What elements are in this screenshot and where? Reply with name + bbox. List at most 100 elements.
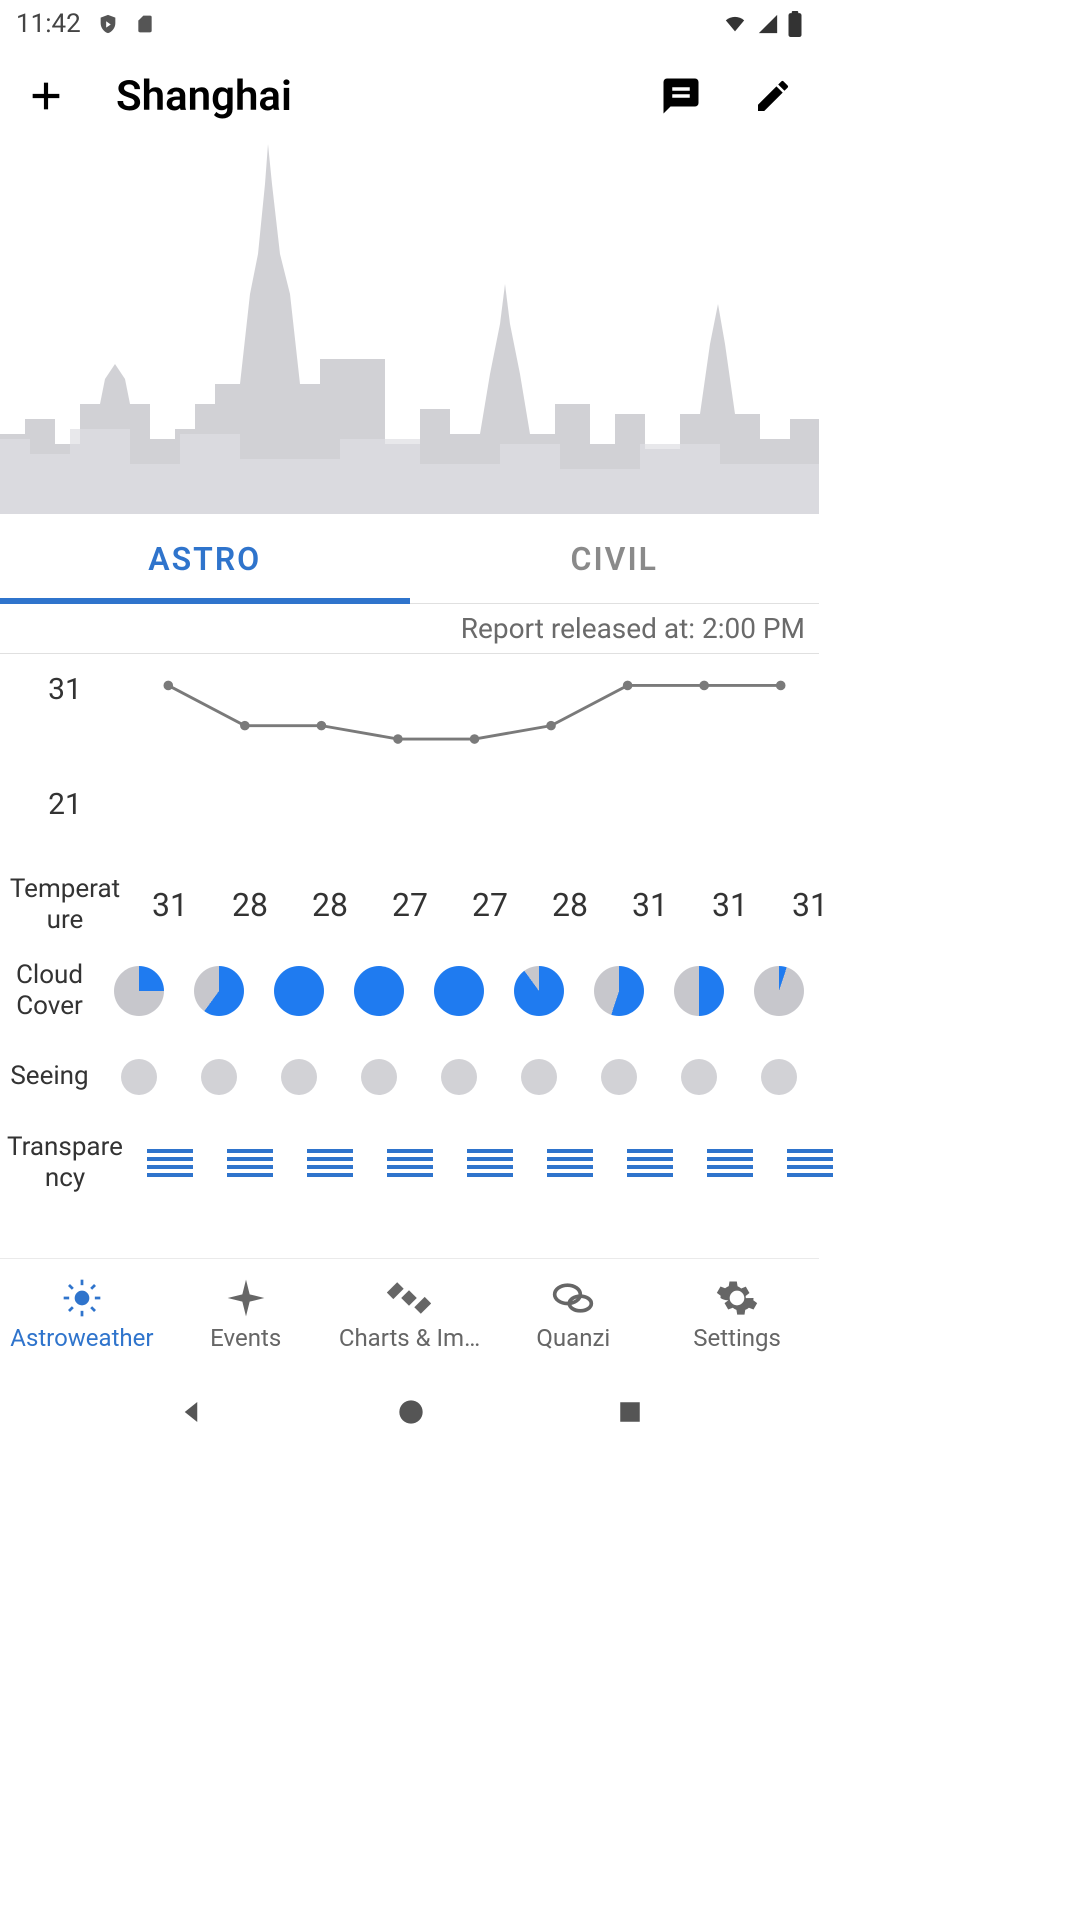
transparency-value [610, 1149, 690, 1177]
row-temperature: Temperature 312828272728313131 [0, 862, 819, 948]
transparency-value [290, 1149, 370, 1177]
tab-civil-label: CIVIL [571, 540, 658, 578]
temperature-value: 31 [690, 886, 770, 924]
seeing-value [659, 1059, 739, 1095]
pencil-icon [753, 76, 793, 116]
temperature-value: 28 [530, 886, 610, 924]
y-label-top: 31 [48, 672, 82, 707]
cloud-cover-value [99, 966, 179, 1016]
cloud-cover-value [499, 966, 579, 1016]
tab-astro[interactable]: ASTRO [0, 514, 410, 603]
nav-label-events: Events [206, 1324, 285, 1352]
cloud-cover-value [339, 966, 419, 1016]
nav-quanzi[interactable]: Quanzi [491, 1259, 655, 1368]
temperature-value: 27 [370, 886, 450, 924]
temperature-value: 28 [290, 886, 370, 924]
temperature-value: 27 [450, 886, 530, 924]
seeing-value [579, 1059, 659, 1095]
label-seeing: Seeing [0, 1061, 99, 1092]
label-temperature: Temperature [0, 874, 130, 936]
nav-charts[interactable]: Charts & Im… [328, 1259, 492, 1368]
status-left: 11:42 [16, 9, 155, 39]
sparkle-icon [224, 1276, 268, 1320]
tab-astro-label: ASTRO [148, 540, 261, 578]
nav-label-astroweather: Astroweather [6, 1324, 157, 1352]
cloud-cover-value [739, 966, 819, 1016]
shield-icon [97, 13, 119, 35]
transparency-value [210, 1149, 290, 1177]
nav-astroweather[interactable]: Astroweather [0, 1259, 164, 1368]
temperature-value: 31 [130, 886, 210, 924]
seeing-value [739, 1059, 819, 1095]
temperature-cells: 312828272728313131 [130, 886, 850, 924]
transparency-cells [130, 1149, 850, 1177]
transparency-value [530, 1149, 610, 1177]
recent-icon[interactable] [617, 1399, 643, 1425]
chat-button[interactable] [659, 74, 703, 118]
system-nav [0, 1368, 819, 1456]
data-grid[interactable]: Temperature 312828272728313131 Cloud Cov… [0, 862, 819, 1206]
sd-card-icon [135, 13, 155, 35]
edit-button[interactable] [751, 74, 795, 118]
y-label-bottom: 21 [48, 787, 82, 822]
battery-icon [787, 11, 803, 37]
bottom-nav: Astroweather Events Charts & Im… Quanzi … [0, 1258, 819, 1368]
seeing-value [339, 1059, 419, 1095]
gear-icon [715, 1276, 759, 1320]
temperature-value: 31 [610, 886, 690, 924]
bubbles-icon [551, 1276, 595, 1320]
seeing-cells [99, 1059, 819, 1095]
tab-civil[interactable]: CIVIL [410, 514, 820, 603]
sun-icon [60, 1276, 104, 1320]
app-header: Shanghai [0, 48, 819, 144]
transparency-value [130, 1149, 210, 1177]
temperature-value: 28 [210, 886, 290, 924]
label-transparency: Transparency [0, 1132, 130, 1194]
temperature-chart: 31 21 [0, 662, 819, 862]
plus-icon [26, 76, 66, 116]
transparency-value [770, 1149, 850, 1177]
back-icon[interactable] [176, 1397, 206, 1427]
row-transparency: Transparency [0, 1120, 819, 1206]
data-section: 31 21 Temperature 312828272728313131 Clo… [0, 654, 819, 1206]
home-icon[interactable] [397, 1398, 425, 1426]
seeing-value [179, 1059, 259, 1095]
nav-label-quanzi: Quanzi [532, 1324, 614, 1352]
add-button[interactable] [24, 74, 68, 118]
report-time: Report released at: 2:00 PM [0, 604, 819, 654]
wifi-icon [721, 13, 749, 35]
row-seeing: Seeing [0, 1034, 819, 1120]
transparency-value [450, 1149, 530, 1177]
chart-y-axis: 31 21 [0, 662, 130, 862]
transparency-value [370, 1149, 450, 1177]
cloud-cover-value [179, 966, 259, 1016]
chat-icon [660, 75, 702, 117]
tabs: ASTRO CIVIL [0, 514, 819, 604]
cloud-cover-value [579, 966, 659, 1016]
seeing-value [499, 1059, 579, 1095]
cloud-cover-cells [99, 966, 819, 1016]
status-bar: 11:42 [0, 0, 819, 48]
status-right [721, 11, 803, 37]
cloud-cover-value [419, 966, 499, 1016]
line-chart-svg [130, 662, 819, 862]
temperature-value: 31 [770, 886, 850, 924]
label-cloud-cover: Cloud Cover [0, 960, 99, 1022]
row-humidity-partial: Humidity [0, 1238, 819, 1258]
seeing-value [419, 1059, 499, 1095]
status-time: 11:42 [16, 9, 81, 39]
location-title: Shanghai [116, 72, 611, 121]
nav-settings[interactable]: Settings [655, 1259, 819, 1368]
nav-label-settings: Settings [689, 1324, 785, 1352]
nav-events[interactable]: Events [164, 1259, 328, 1368]
transparency-value [690, 1149, 770, 1177]
seeing-value [99, 1059, 179, 1095]
seeing-value [259, 1059, 339, 1095]
hero-image [0, 144, 819, 514]
satellite-icon [387, 1276, 431, 1320]
row-cloud-cover: Cloud Cover [0, 948, 819, 1034]
nav-label-charts: Charts & Im… [335, 1324, 484, 1352]
cloud-cover-value [259, 966, 339, 1016]
cloud-cover-value [659, 966, 739, 1016]
signal-icon [757, 13, 779, 35]
